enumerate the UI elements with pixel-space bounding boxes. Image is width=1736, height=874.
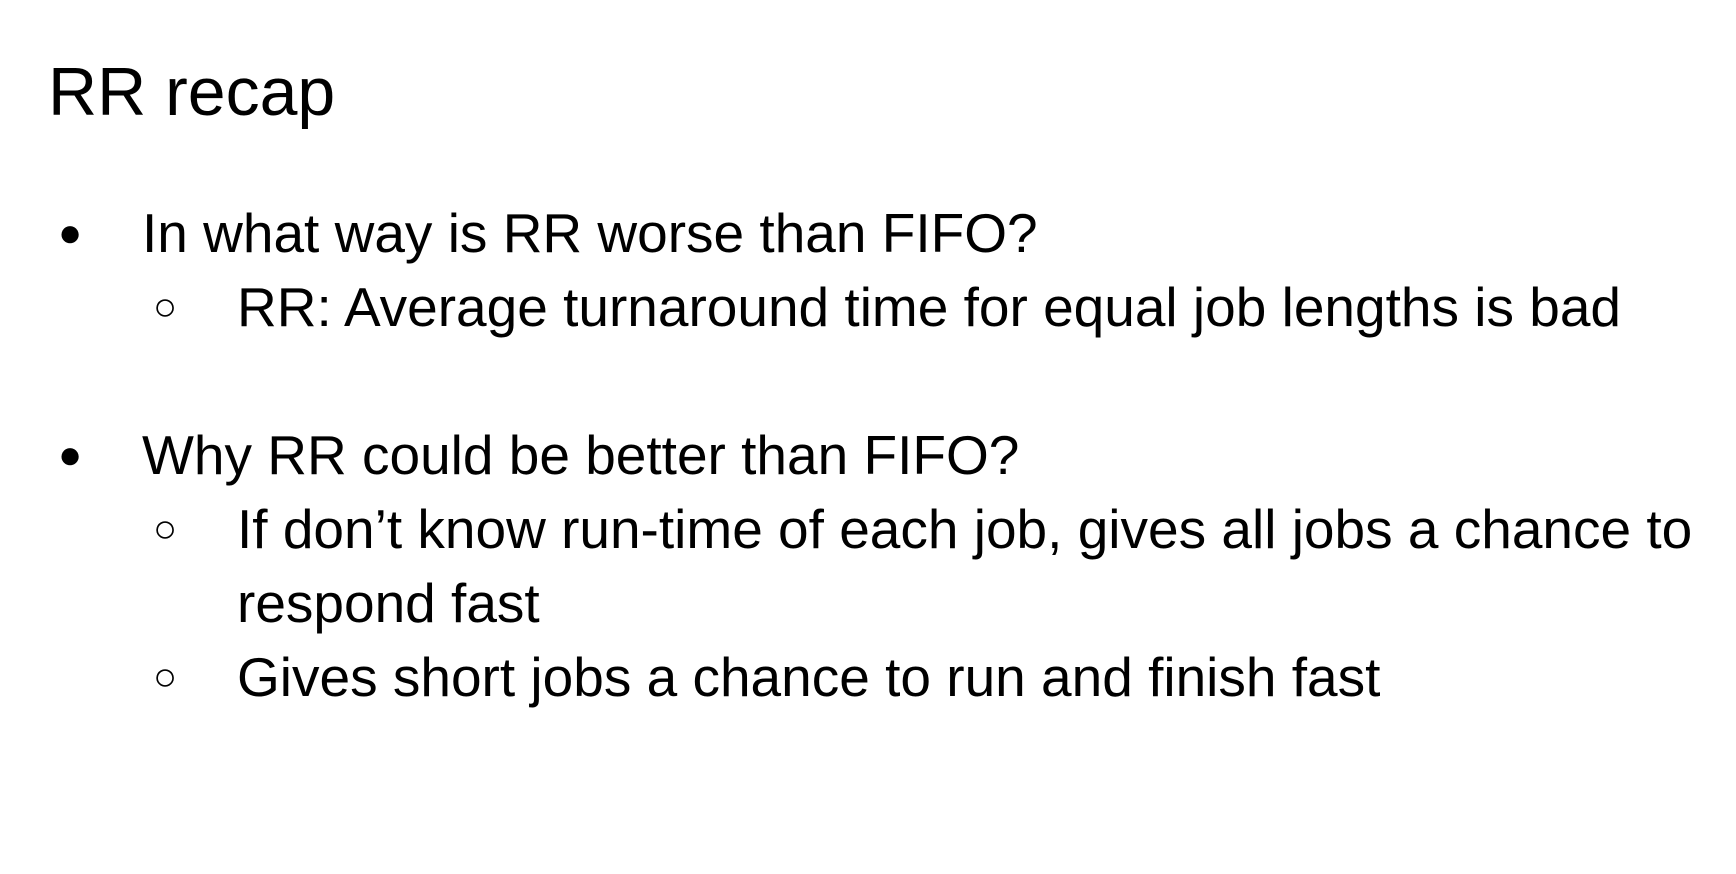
filled-bullet-icon: ● [58, 433, 83, 477]
sub-bullet-text: If don’t know run-time of each job, give… [237, 498, 1693, 634]
sub-bullet-text: RR: Average turnaround time for equal jo… [237, 276, 1621, 338]
hollow-bullet-icon: ○ [153, 655, 178, 699]
hollow-bullet-icon: ○ [153, 507, 178, 551]
sub-bullet-item: ○ Gives short jobs a chance to run and f… [0, 640, 1697, 714]
bullet-text: In what way is RR worse than FIFO? [142, 202, 1038, 264]
bullet-item: ● In what way is RR worse than FIFO? [0, 196, 1736, 270]
sub-bullet-text: Gives short jobs a chance to run and fin… [237, 646, 1381, 708]
bullet-item: ● Why RR could be better than FIFO? [0, 418, 1736, 492]
sub-bullet-item: ○ If don’t know run-time of each job, gi… [0, 492, 1697, 640]
filled-bullet-icon: ● [58, 211, 83, 255]
bullet-text: Why RR could be better than FIFO? [142, 424, 1020, 486]
slide-title: RR recap [48, 54, 336, 130]
spacer [0, 344, 1736, 418]
hollow-bullet-icon: ○ [153, 285, 178, 329]
sub-bullet-item: ○ RR: Average turnaround time for equal … [0, 270, 1697, 344]
slide-body: ● In what way is RR worse than FIFO? ○ R… [0, 196, 1736, 714]
